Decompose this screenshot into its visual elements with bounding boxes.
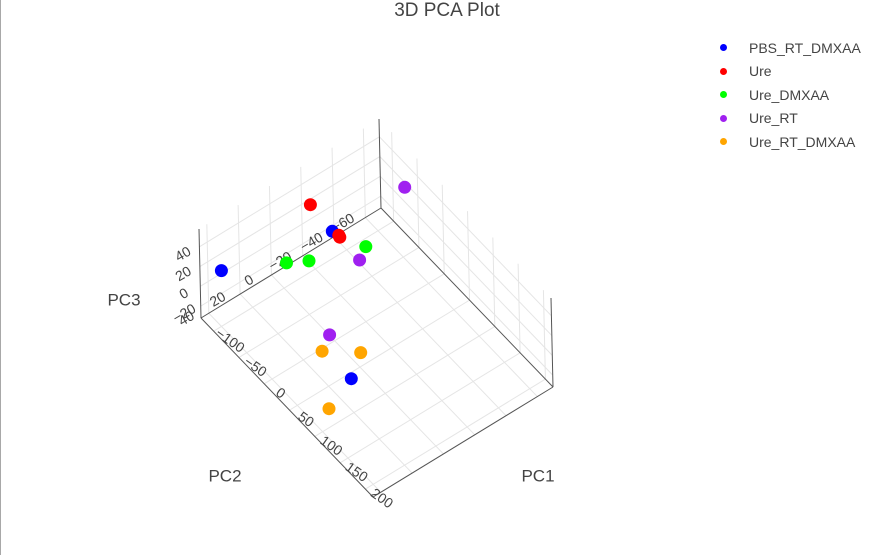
gridline-pc3-wall [199, 136, 380, 248]
gridline-pc2-wall [206, 224, 210, 314]
box-edge [378, 118, 382, 209]
legend-item-ure-dmxaa[interactable]: Ure_DMXAA [713, 83, 861, 107]
pc1-tick-label: 200 [368, 485, 396, 512]
tick-label-layer: −100−50050100150200−60−40−2002040−200204… [107, 209, 554, 511]
gridline-pc3-wall [379, 176, 553, 356]
gridline-pc1-floor [238, 247, 420, 358]
gridline-pc3-wall [380, 195, 554, 376]
gridline-pc1-floor [365, 378, 546, 490]
data-point-ure-rt-dmxaa[interactable] [322, 402, 336, 416]
data-point-ure-rt[interactable] [323, 328, 337, 342]
gridline-pc2-wall [237, 205, 241, 295]
legend-label: Ure_DMXAA [749, 86, 830, 103]
box-edge [372, 386, 554, 498]
gridline-pc3-wall [379, 136, 552, 317]
gridline-pc2-wall [362, 128, 366, 218]
legend-marker [720, 44, 727, 52]
gridline-pc2-wall [300, 166, 304, 256]
pc1-tick-label: 50 [295, 408, 317, 430]
data-point-pbs-rt-dmxaa[interactable] [344, 372, 358, 386]
gridline-pc2-wall [268, 185, 272, 275]
gridline-pc3-wall [200, 195, 381, 307]
pc1-axis-title: PC1 [521, 466, 554, 485]
gridline-pc1-wall [542, 290, 546, 380]
pc3-tick-label: 20 [172, 263, 194, 285]
gridline-pc2-wall [331, 147, 335, 237]
legend-label: Ure_RT [749, 110, 798, 127]
data-point-pbs-rt-dmxaa[interactable] [214, 264, 228, 278]
data-point-ure-dmxaa[interactable] [359, 240, 373, 254]
pc1-tick-label: −100 [213, 324, 248, 355]
legend-marker [720, 114, 727, 122]
gridline-pc1-wall [441, 184, 445, 274]
legend-item-ure-rt[interactable]: Ure_RT [713, 107, 861, 131]
data-point-ure[interactable] [303, 198, 317, 212]
pc3-tick-label: 40 [172, 243, 194, 265]
data-point-ure-rt-dmxaa[interactable] [354, 346, 368, 360]
gridline-pc1-wall [492, 237, 496, 327]
legend-item-ure[interactable]: Ure [713, 60, 861, 84]
box-edge [380, 207, 554, 388]
data-point-ure-rt[interactable] [398, 180, 412, 194]
gridline-pc1-floor [213, 220, 394, 332]
legend-item-pbs-rt-dmxaa[interactable]: PBS_RT_DMXAA [713, 36, 861, 60]
grid-layer [199, 128, 554, 493]
legend-item-ure-rt-dmxaa[interactable]: Ure_RT_DMXAA [713, 130, 861, 154]
gridline-pc2-floor [271, 274, 444, 455]
legend-marker [720, 138, 727, 146]
legend: PBS_RT_DMXAA Ure Ure_DMXAA Ure_RT Ure_RT_DMX… [713, 36, 861, 154]
pc2-tick-label: 40 [175, 307, 197, 329]
gridline-pc2-floor [302, 255, 476, 436]
data-point-ure-rt-dmxaa[interactable] [315, 344, 329, 358]
gridline-pc3-wall [199, 156, 381, 268]
gridline-pc1-floor [314, 326, 496, 437]
chart-title: 3D PCA Plot [394, 0, 500, 21]
legend-label: PBS_RT_DMXAA [749, 39, 861, 56]
gridline-pc2-floor [208, 312, 382, 493]
data-point-ure-dmxaa[interactable] [302, 254, 316, 268]
data-point-ure-dmxaa[interactable] [280, 256, 293, 270]
box-edge [200, 317, 374, 498]
data-point-ure[interactable] [333, 230, 347, 244]
gridline-pc1-wall [467, 211, 471, 301]
data-point-ure-rt[interactable] [353, 253, 367, 267]
pc1-tick-label: 150 [343, 458, 371, 485]
gridline-pc1-wall [517, 263, 521, 353]
pc3-axis-title: PC3 [107, 290, 140, 309]
legend-label: Ure [749, 63, 772, 80]
gridline-pc1-wall [416, 158, 420, 248]
gridline-pc1-floor [289, 299, 470, 411]
data-point-layer[interactable] [214, 180, 412, 416]
pc1-tick-label: 100 [317, 432, 345, 459]
pc3-tick-label: 0 [176, 284, 191, 302]
gridline-pc1-floor [263, 273, 445, 385]
gridline-pc2-floor [364, 217, 538, 397]
legend-marker [720, 91, 727, 99]
pc2-tick-label: 20 [207, 288, 229, 310]
gridline-pc3-wall [200, 175, 381, 287]
pc1-tick-label: −50 [241, 353, 270, 380]
gridline-pc1-floor [339, 352, 521, 464]
legend-label: Ure_RT_DMXAA [749, 133, 856, 150]
pc2-axis-title: PC2 [208, 466, 241, 485]
gridline-pc1-wall [391, 132, 395, 222]
legend-marker [720, 67, 727, 75]
gridline-pc2-floor [239, 293, 413, 474]
gridline-pc2-floor [333, 236, 507, 417]
pc1-tick-label: 0 [273, 384, 289, 402]
box-edge [198, 228, 202, 319]
box-edge [550, 297, 554, 388]
